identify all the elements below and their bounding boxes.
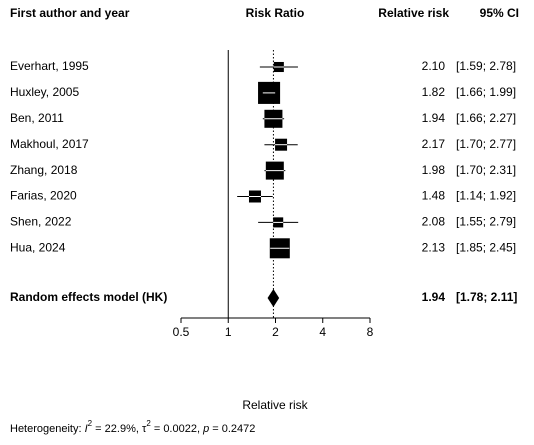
x-tick-label: 2	[272, 325, 279, 339]
ci-label: [1.66; 2.27]	[456, 111, 516, 125]
model-diamond	[267, 289, 280, 307]
estimate-label: 1.94	[422, 111, 446, 125]
x-tick-label: 0.5	[173, 325, 190, 339]
x-axis-label: Relative risk	[242, 398, 308, 412]
study-label: Ben, 2011	[10, 111, 64, 125]
model-label: Random effects model (HK)	[10, 290, 167, 304]
ci-label: [1.14; 1.92]	[456, 189, 516, 203]
heterogeneity: Heterogeneity: I2 = 22.9%, τ2 = 0.0022, …	[10, 419, 255, 435]
study-label: Zhang, 2018	[10, 163, 78, 177]
estimate-label: 2.10	[422, 59, 446, 73]
ci-label: [1.70; 2.31]	[456, 163, 516, 177]
x-tick-label: 4	[319, 325, 326, 339]
estimate-label: 1.48	[422, 189, 446, 203]
estimate-header: Relative risk	[378, 6, 449, 20]
ci-header: 95% CI	[480, 6, 519, 20]
ci-label: [1.85; 2.45]	[456, 240, 516, 254]
ci-label: [1.55; 2.79]	[456, 215, 516, 229]
study-label: Huxley, 2005	[10, 85, 79, 99]
study-label: Makhoul, 2017	[10, 137, 89, 151]
estimate-label: 1.82	[422, 85, 446, 99]
model-ci-label: [1.78; 2.11]	[456, 290, 517, 304]
x-tick-label: 8	[367, 325, 374, 339]
model-estimate-label: 1.94	[422, 290, 446, 304]
estimate-label: 2.17	[422, 137, 446, 151]
estimate-label: 2.08	[422, 215, 446, 229]
ci-label: [1.66; 1.99]	[456, 85, 516, 99]
study-label: Everhart, 1995	[10, 59, 89, 73]
ci-label: [1.70; 2.77]	[456, 137, 516, 151]
study-label: Hua, 2024	[10, 240, 66, 254]
study-label: Shen, 2022	[10, 215, 72, 229]
study-label: Farias, 2020	[10, 189, 77, 203]
estimate-label: 1.98	[422, 163, 446, 177]
study-header: First author and year	[10, 6, 130, 20]
estimate-label: 2.13	[422, 240, 446, 254]
ci-label: [1.59; 2.78]	[456, 59, 516, 73]
x-tick-label: 1	[225, 325, 232, 339]
plot-header: Risk Ratio	[246, 6, 305, 20]
